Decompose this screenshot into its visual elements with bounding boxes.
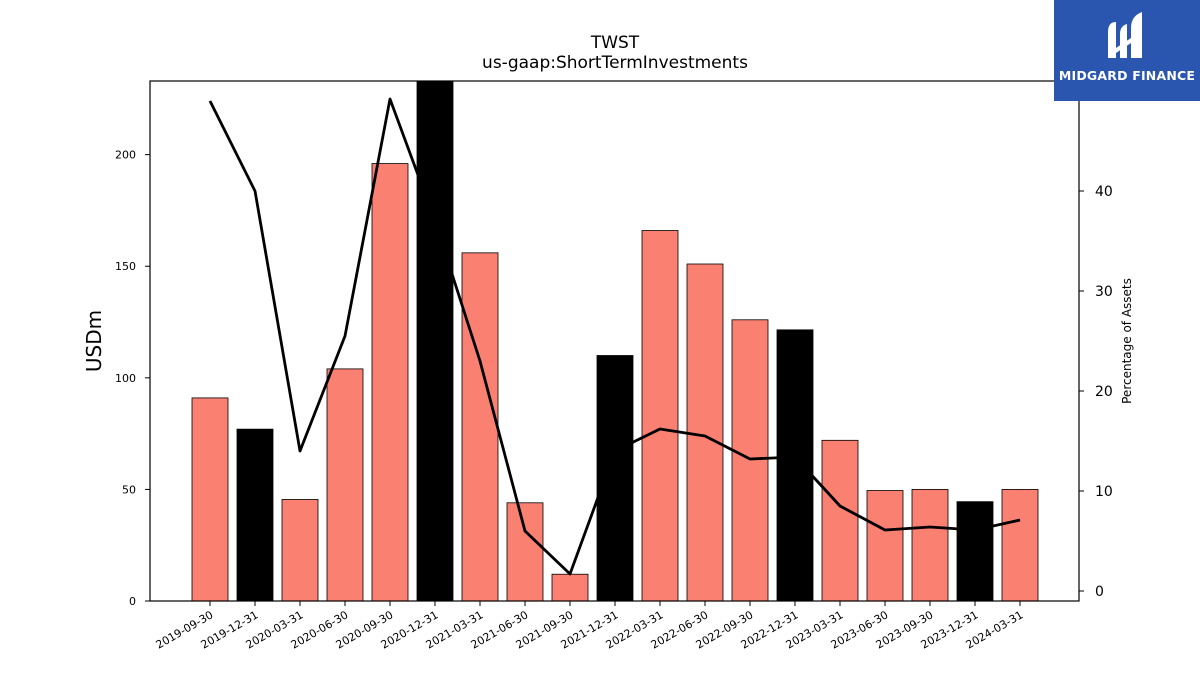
bar-2019-09-30 bbox=[191, 397, 229, 602]
bar-2022-12-31 bbox=[776, 329, 814, 602]
y2-tick-label: 40 bbox=[1095, 184, 1113, 200]
x-axis: 2019-09-302019-12-312020-03-312020-06-30… bbox=[154, 601, 1026, 652]
y-tick-label: 50 bbox=[122, 483, 136, 496]
brand-logo: MIDGARD FINANCE bbox=[1054, 0, 1200, 101]
chart-title: TWST bbox=[590, 33, 640, 53]
y2-tick-label: 20 bbox=[1095, 384, 1113, 400]
line-layer bbox=[208, 97, 1021, 576]
y2-tick-label: 10 bbox=[1095, 484, 1113, 500]
bar-2020-09-30 bbox=[371, 163, 409, 602]
bar-2021-09-30 bbox=[551, 573, 589, 602]
y-tick-label: 100 bbox=[115, 372, 136, 385]
y-tick-label: 0 bbox=[129, 595, 136, 608]
y2-axis: 01020304050 bbox=[1079, 84, 1113, 600]
y2-axis-label: Percentage of Assets bbox=[1120, 278, 1134, 404]
bar-2021-12-31 bbox=[596, 355, 634, 602]
bar-2023-03-31 bbox=[821, 439, 859, 602]
bar-2020-06-30 bbox=[326, 368, 364, 602]
y-tick-label: 200 bbox=[115, 149, 136, 162]
bar-2021-03-31 bbox=[461, 252, 499, 602]
bar-2024-03-31 bbox=[1001, 489, 1039, 602]
chart-subtitle: us-gaap:ShortTermInvestments bbox=[482, 53, 748, 73]
bar-2020-12-31 bbox=[416, 80, 454, 602]
y2-tick-label: 30 bbox=[1095, 284, 1113, 300]
bar-2022-03-31 bbox=[641, 230, 679, 602]
bar-2023-12-31 bbox=[956, 501, 994, 602]
bar-2021-06-30 bbox=[506, 502, 544, 602]
y-axis: 0 50 100 150 200 bbox=[115, 149, 150, 608]
bar-2020-03-31 bbox=[281, 499, 319, 602]
bar-2022-06-30 bbox=[686, 263, 724, 602]
y-tick-label: 150 bbox=[115, 260, 136, 273]
percentage-line bbox=[208, 97, 1021, 576]
bars-layer bbox=[191, 80, 1039, 602]
y-axis-label: USDm bbox=[82, 310, 106, 372]
y2-tick-label: 0 bbox=[1095, 584, 1104, 600]
bar-2019-12-31 bbox=[236, 428, 274, 602]
midgard-logo-icon bbox=[1108, 12, 1142, 58]
brand-logo-text: MIDGARD FINANCE bbox=[1058, 68, 1196, 83]
bar-2023-09-30 bbox=[911, 489, 949, 602]
bar-2023-06-30 bbox=[866, 490, 904, 602]
